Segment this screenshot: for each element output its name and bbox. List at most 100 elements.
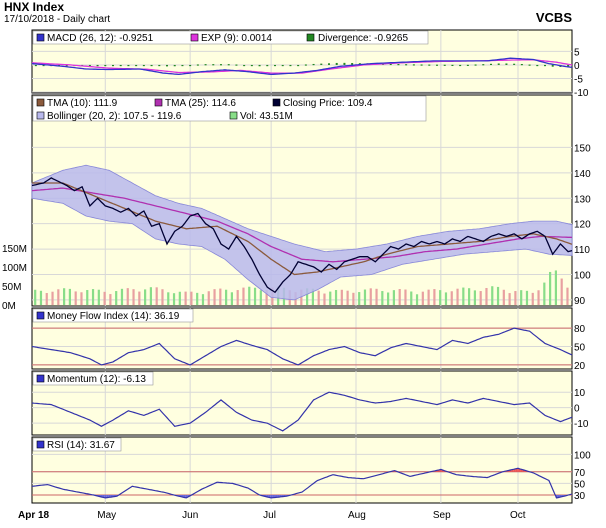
rsi-line [31,467,573,499]
legend-swatch [36,111,45,120]
divergence-bar [528,64,531,66]
divergence-bar [536,64,539,67]
divergence-bar [297,64,300,67]
y-tick-label: 100 [574,450,591,461]
volume-bar [381,291,384,305]
volume-bar [155,287,158,305]
legend-3 [32,371,154,386]
volume-bar [57,289,60,305]
volume-bar [525,290,529,305]
volume-bar [323,293,326,305]
volume-bar [149,287,152,305]
x-tick-label: Apr 18 [18,510,50,521]
divergence-bar [281,64,284,67]
divergence-bar [320,63,323,65]
volume-bar [39,290,43,305]
divergence-bar [328,63,330,65]
volume-bar [363,289,367,305]
divergence-bar [250,64,253,67]
volume-bar [115,291,118,305]
y-tick-label: 0 [574,61,580,72]
divergence-bar [520,63,523,66]
volume-bar [91,289,95,305]
divergence-bar [513,63,516,65]
divergence-bar [428,64,431,66]
volume-bar [427,289,430,305]
divergence-bar [490,63,492,66]
legend-swatch [190,33,199,42]
volume-bar [421,291,424,305]
volume-bar [190,291,193,305]
divergence-bar [459,64,462,67]
divergence-bar [243,64,246,67]
legend-item: TMA (25): 114.6 [165,98,236,109]
volume-bar [161,289,164,305]
volume-bar [496,286,500,305]
divergence-bar [544,64,546,67]
volume-bar [514,291,517,305]
divergence-bar [65,64,68,67]
divergence-bar [436,64,438,66]
divergence-bar [505,63,508,65]
divergence-bar [420,64,423,66]
divergence-bar [405,64,408,66]
brand-label: VCBS [535,10,572,25]
volume-bar [306,288,309,305]
volume-bar [410,291,413,305]
y-tick-label: 0 [574,404,580,415]
volume-bar [508,293,511,305]
momentum-line [31,391,573,432]
divergence-bar [397,63,400,66]
legend-2 [32,308,194,323]
volume-bar [566,287,569,305]
legend-swatch [36,33,45,42]
divergence-bar [474,64,477,66]
volume-bar [225,289,228,305]
volume-bar [479,291,482,305]
macd-line [31,57,573,76]
volume-bar [213,289,216,305]
volume-bar [387,292,390,305]
volume-bar [167,292,170,305]
divergence-bar [204,64,207,66]
volume-bar [317,290,320,305]
divergence-bar [158,64,161,67]
volume-bar [230,292,233,305]
volume-bar [468,288,471,305]
volume-bar [184,291,187,305]
divergence-bar [335,62,338,65]
legend-swatch [36,311,45,320]
volume-bar [537,290,540,305]
x-tick-label: May [97,510,116,521]
y-tick-label: 5 [574,47,580,58]
divergence-bar [212,64,215,66]
volume-bar [485,287,488,305]
divergence-bar [127,64,130,67]
volume-bar [560,278,563,305]
chart-title: HNX Index [4,0,65,14]
volume-bar [450,291,453,305]
divergence-bar [274,64,276,67]
macd-legend [32,30,429,45]
divergence-bar [104,64,107,67]
volume-bar [346,290,349,305]
divergence-bar [466,64,469,66]
volume-bar [51,291,54,305]
divergence-bar [189,64,192,67]
divergence-bar [34,64,37,67]
volume-bar [201,294,205,305]
x-tick-label: Aug [348,510,366,521]
volume-bar [369,288,372,305]
divergence-bar [142,64,145,67]
divergence-bar [258,64,261,67]
volume-bar [444,292,448,305]
volume-bar [138,291,141,305]
money-flow-line [31,327,573,366]
x-tick-label: Sep [433,510,451,521]
volume-bar [375,288,378,305]
x-tick-label: Oct [510,510,526,521]
y-tick-label: 90 [574,296,586,307]
divergence-bar [88,64,91,67]
volume-bar [311,288,314,305]
divergence-bar [166,64,168,67]
